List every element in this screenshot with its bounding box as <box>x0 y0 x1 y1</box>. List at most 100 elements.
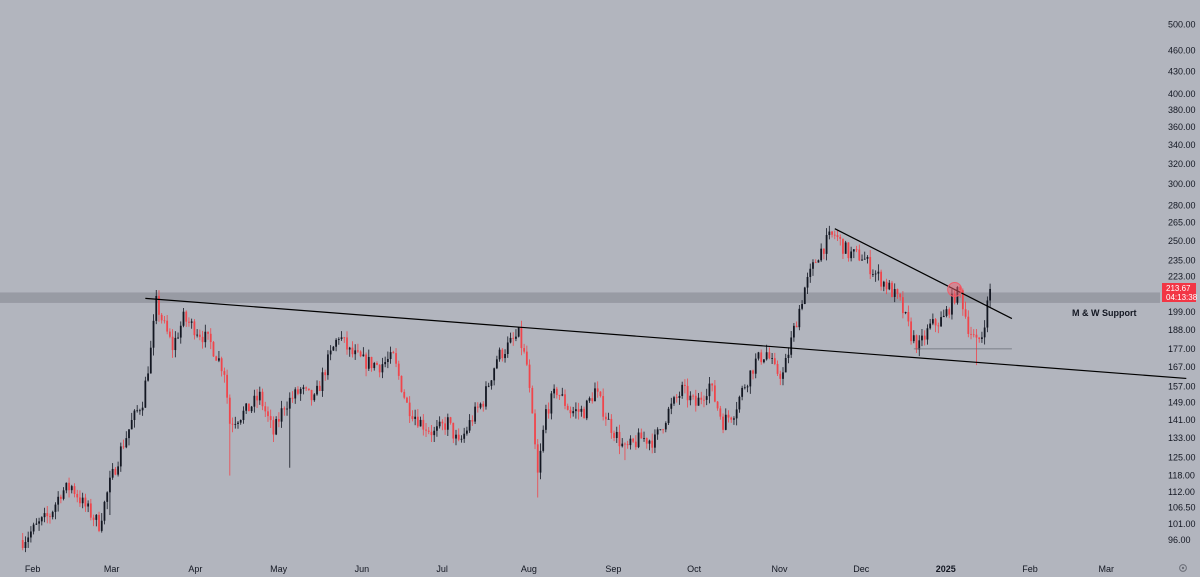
candle-body <box>904 312 907 314</box>
candle-body <box>591 398 594 402</box>
candle-body <box>457 434 460 440</box>
candle-body <box>912 335 915 342</box>
candle-body <box>406 397 408 403</box>
candle-body <box>501 349 504 359</box>
y-tick-label: 106.50 <box>1168 503 1196 513</box>
candle-body <box>575 409 577 412</box>
candle-body <box>585 400 588 419</box>
candle-body <box>776 364 779 374</box>
candle-body <box>741 387 744 397</box>
candle-body <box>656 429 659 435</box>
candle-body <box>599 391 602 397</box>
candle-body <box>795 325 798 328</box>
candle-body <box>495 359 498 369</box>
candle-body <box>201 336 204 343</box>
candle-body <box>850 251 853 259</box>
candle-body <box>87 503 90 507</box>
candle-body <box>504 354 506 359</box>
x-tick-label: Nov <box>772 564 789 574</box>
gear-icon[interactable] <box>1179 564 1187 572</box>
candle-body <box>506 342 509 355</box>
candle-body <box>981 337 983 339</box>
candle-body <box>910 321 912 342</box>
candle-body <box>468 420 471 431</box>
candle-body <box>272 420 275 435</box>
candle-body <box>651 440 654 448</box>
candle-body <box>163 320 166 322</box>
highlight-circle <box>947 282 963 298</box>
y-tick-label: 250.00 <box>1168 236 1196 246</box>
y-tick-label: 300.00 <box>1168 179 1196 189</box>
candle-body <box>125 438 128 448</box>
candle-body <box>256 395 258 401</box>
candle-body <box>30 531 32 538</box>
y-tick-label: 380.00 <box>1168 105 1196 115</box>
candle-body <box>177 337 179 339</box>
candle-body <box>569 409 572 414</box>
x-tick-label: Oct <box>687 564 702 574</box>
candle-body <box>531 387 534 414</box>
candle-body <box>291 397 294 399</box>
candle-body <box>297 389 299 394</box>
candle-body <box>436 426 438 431</box>
candle-body <box>348 347 351 350</box>
candle-body <box>487 385 490 387</box>
candle-body <box>171 336 174 351</box>
y-tick-label: 430.00 <box>1168 66 1196 76</box>
y-tick-label: 199.00 <box>1168 307 1196 317</box>
candle-body <box>972 334 975 336</box>
candle-body <box>681 384 684 396</box>
y-tick-label: 400.00 <box>1168 89 1196 99</box>
candle-body <box>926 328 929 340</box>
candle-body <box>659 429 662 431</box>
candle-body <box>839 237 842 239</box>
candle-body <box>98 514 100 531</box>
y-tick-label: 118.00 <box>1168 471 1195 481</box>
candle-body <box>147 373 149 381</box>
candle-body <box>332 346 335 351</box>
candle-body <box>106 492 109 502</box>
candle-body <box>855 249 858 251</box>
candle-body <box>397 363 400 376</box>
candle-body <box>32 524 35 532</box>
candle-body <box>155 295 158 321</box>
y-tick-label: 157.00 <box>1168 381 1196 391</box>
y-tick-label: 101.00 <box>1168 519 1196 529</box>
candle-body <box>749 370 752 387</box>
candle-body <box>902 297 904 314</box>
y-tick-label: 125.00 <box>1168 453 1196 463</box>
candle-body <box>261 391 264 407</box>
last-price-value: 213.67 <box>1166 284 1191 293</box>
candle-body <box>218 358 220 361</box>
candle-body <box>814 262 817 264</box>
candle-body <box>664 423 667 430</box>
candle-body <box>724 414 727 430</box>
candle-body <box>493 368 496 381</box>
candle-body <box>923 335 926 340</box>
candle-body <box>866 256 869 259</box>
candle-body <box>103 501 106 521</box>
candle-body <box>239 420 242 423</box>
y-tick-label: 96.00 <box>1168 535 1191 545</box>
candle-body <box>286 408 288 410</box>
candle-body <box>782 372 784 379</box>
candle-body <box>119 446 122 467</box>
candle-body <box>378 364 381 373</box>
candle-body <box>299 388 302 394</box>
candle-body <box>694 395 697 406</box>
candle-body <box>403 391 406 398</box>
candle-body <box>798 308 801 328</box>
candle-body <box>485 386 487 407</box>
candle-body <box>733 418 735 420</box>
x-tick-label: Dec <box>853 564 870 574</box>
candle-body <box>307 388 310 390</box>
candle-body <box>752 370 754 374</box>
candle-body <box>831 231 833 235</box>
candle-body <box>65 482 68 491</box>
candle-body <box>700 397 703 400</box>
candle-body <box>722 416 724 430</box>
candle-body <box>790 337 793 355</box>
candle-body <box>645 437 648 444</box>
